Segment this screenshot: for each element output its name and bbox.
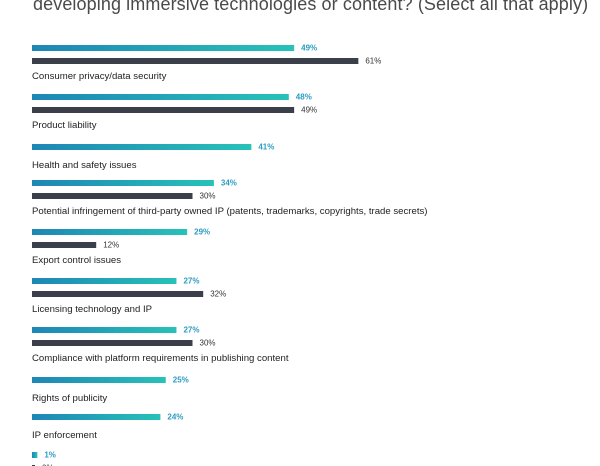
bar-series-2 xyxy=(32,193,193,199)
bar-series-2 xyxy=(32,291,204,297)
bar-series-1 xyxy=(32,45,295,51)
bar-value-label-2: 30% xyxy=(200,192,216,201)
bar-series-1 xyxy=(32,278,177,284)
bar-value-label-1: 27% xyxy=(183,277,199,286)
bar-value-label-1: 41% xyxy=(258,143,274,152)
bar-value-label-1: 25% xyxy=(173,376,189,385)
bar-value-label-1: 27% xyxy=(183,326,199,335)
bar-series-2 xyxy=(32,340,193,346)
bar-series-1 xyxy=(32,144,252,150)
bar-value-label-1: 49% xyxy=(301,44,317,53)
bar-series-1 xyxy=(32,377,166,383)
bar-series-1 xyxy=(32,327,177,333)
bar-value-label-1: 29% xyxy=(194,228,210,237)
bar-series-1 xyxy=(32,414,161,420)
bar-value-label-2: 30% xyxy=(200,339,216,348)
category-label: Licensing technology and IP xyxy=(32,304,152,315)
category-label: IP enforcement xyxy=(32,430,97,441)
bar-series-2 xyxy=(32,242,97,248)
bar-value-label-2: 0% xyxy=(42,464,54,466)
category-label: Rights of publicity xyxy=(32,393,107,404)
bar-value-label-2: 49% xyxy=(301,106,317,115)
category-label: Potential infringement of third-party ow… xyxy=(32,206,428,217)
bar-value-label-1: 1% xyxy=(44,451,56,460)
chart-title: developing immersive technologies or con… xyxy=(33,0,589,14)
category-label: Export control issues xyxy=(32,255,121,266)
category-label: Product liability xyxy=(32,120,97,131)
bar-value-label-2: 32% xyxy=(210,290,226,299)
bar-value-label-1: 48% xyxy=(296,93,312,102)
bar-series-1 xyxy=(32,180,214,186)
category-label: Health and safety issues xyxy=(32,160,137,171)
bar-value-label-2: 12% xyxy=(103,241,119,250)
bar-value-label-2: 61% xyxy=(365,57,381,66)
bar-series-2 xyxy=(32,58,359,64)
bar-value-label-1: 24% xyxy=(167,413,183,422)
category-label: Compliance with platform requirements in… xyxy=(32,353,289,364)
bar-series-1 xyxy=(32,94,289,100)
bar-series-1 xyxy=(32,452,38,458)
bar-series-2 xyxy=(32,107,295,113)
category-label: Consumer privacy/data security xyxy=(32,71,167,82)
bar-series-1 xyxy=(32,229,188,235)
bar-value-label-1: 34% xyxy=(221,179,237,188)
